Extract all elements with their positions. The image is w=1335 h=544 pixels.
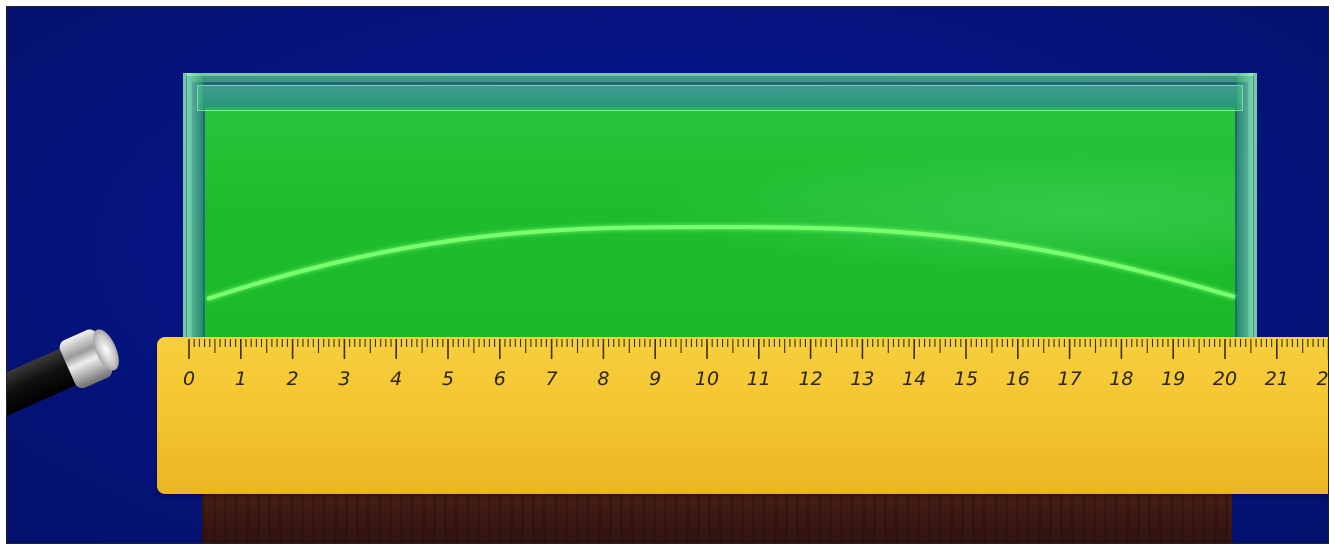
ruler-number: 11 — [747, 368, 771, 390]
ruler-number: 4 — [390, 368, 402, 390]
ruler-number: 14 — [902, 368, 926, 390]
ruler-number: 15 — [954, 368, 978, 390]
ruler-number: 9 — [649, 368, 661, 390]
ruler-number: 13 — [850, 368, 874, 390]
ruler-number: 17 — [1058, 368, 1082, 390]
ruler-number: 10 — [695, 368, 719, 390]
ruler-number: 19 — [1161, 368, 1185, 390]
ruler-number: 20 — [1213, 368, 1237, 390]
curved-light-beam — [206, 224, 1236, 301]
photo-frame: 012345678910111213141516171819202122 — [6, 6, 1329, 544]
ruler-number: 7 — [546, 368, 558, 390]
ruler-number: 3 — [338, 368, 350, 390]
tank-left-wall — [187, 73, 203, 343]
ruler-number: 0 — [183, 368, 195, 390]
wooden-stand — [202, 487, 1232, 543]
ruler-number: 1 — [235, 368, 247, 390]
ruler-number: 2 — [287, 368, 299, 390]
ruler-number: 8 — [597, 368, 609, 390]
ruler-number: 12 — [799, 368, 823, 390]
ruler-number: 6 — [494, 368, 506, 390]
ruler-number: 21 — [1265, 368, 1289, 390]
light-beams — [206, 109, 1236, 301]
ruler-number: 5 — [442, 368, 454, 390]
ruler-scale: 012345678910111213141516171819202122 — [183, 339, 1329, 390]
ruler-number: 16 — [1006, 368, 1030, 390]
ruler-number: 18 — [1109, 368, 1133, 390]
fluorescent-water — [205, 107, 1235, 343]
ruler-number: 22 — [1317, 368, 1329, 390]
ruler: 012345678910111213141516171819202122 — [157, 337, 1329, 494]
